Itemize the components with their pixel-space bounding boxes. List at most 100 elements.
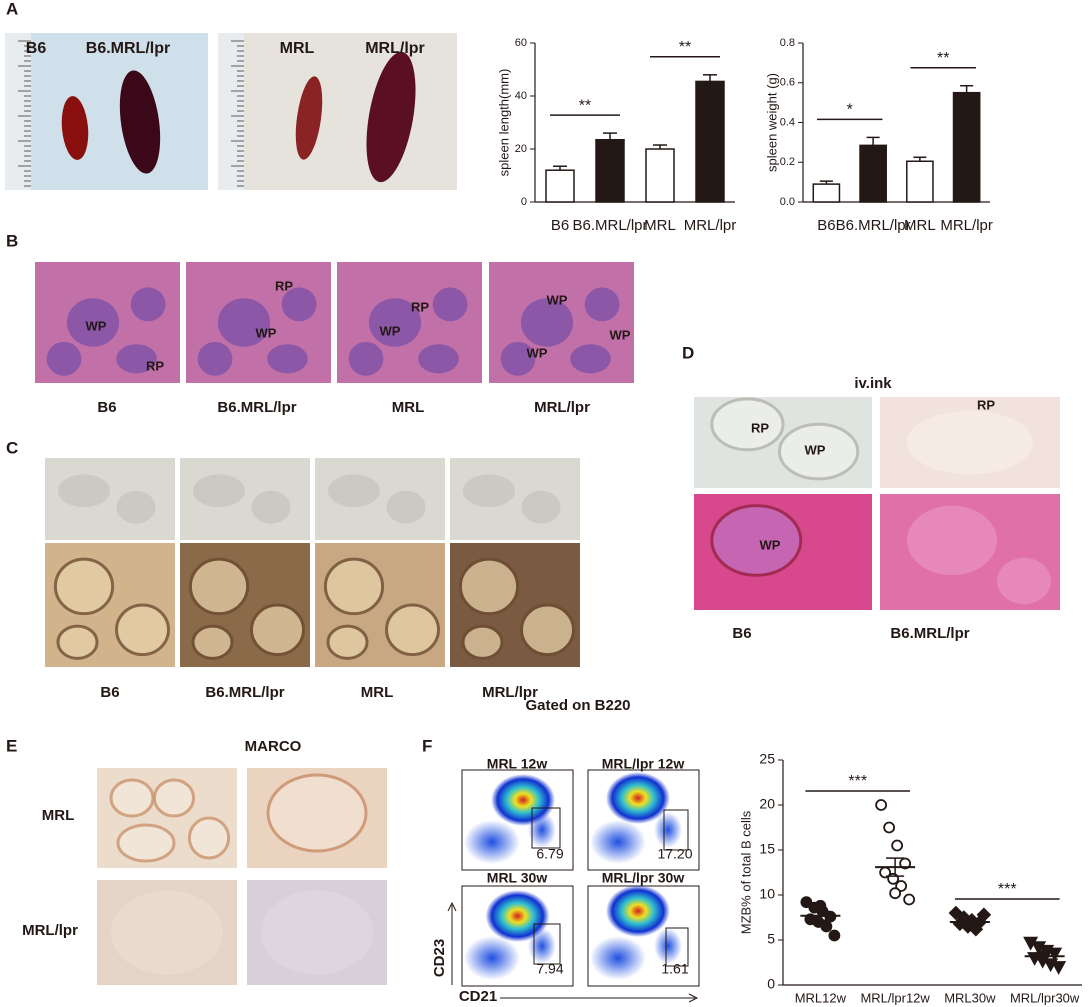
plot-title: MRL 12w [487,756,548,772]
panel-title: iv.ink [854,375,892,392]
panel-label: D [682,343,694,362]
x-tick-label: MRL30w [944,990,996,1005]
caption: B6.MRL/lpr [890,625,969,642]
flow-cluster [464,820,520,864]
caption: MRL [392,399,425,416]
image-label: WP [547,292,568,307]
row-label: MRL [42,807,75,824]
point [976,907,992,923]
panel-label: A [6,0,18,18]
micrograph-texture [997,557,1051,605]
micrograph-texture [116,823,176,863]
gate-value: 17.20 [657,846,692,862]
point [820,920,833,933]
micrograph-texture [461,624,504,660]
photo-label: MRL [280,40,315,57]
y-tick-label: 15 [759,841,775,857]
panel-label: C [6,438,18,457]
micrograph-texture [188,557,250,616]
significance-label: ** [579,97,591,114]
panel-label: B [6,231,18,250]
bar [645,148,675,203]
flow-cluster [528,812,556,848]
gate-value: 1.61 [661,961,688,977]
panel-title: Gated on B220 [525,697,630,714]
micrograph-texture [191,624,234,660]
y-axis-label: spleen weight (g) [764,73,779,172]
y-tick-label: 60 [515,37,527,49]
y-tick-label: 0.8 [780,37,795,49]
decoration [5,33,1060,987]
significance-label: *** [998,881,1017,898]
photo [5,33,208,190]
y-tick-label: 0.2 [780,156,795,168]
y-tick-label: 0.0 [780,196,795,208]
y-axis-label: MZB% of total B cells [738,810,753,934]
x-tick-label: B6 [817,217,835,234]
gate [665,927,689,967]
image-label: WP [86,318,107,333]
bar [595,138,625,203]
bar [812,183,841,203]
bar [859,144,887,203]
image-label: RP [411,299,429,314]
panel-label: E [6,736,17,755]
micrograph-texture [197,341,233,376]
y-tick-label: 0 [767,976,775,992]
micrograph-texture [326,624,369,660]
micrograph-texture [116,490,156,524]
micrograph-texture [463,474,515,508]
caption: B6 [732,625,751,642]
gate [533,923,561,965]
x-tick-label: B6.MRL/lpr [572,217,647,234]
image-label: RP [275,278,293,293]
point [891,839,904,852]
micrograph-texture [250,603,305,657]
micrograph-texture [584,287,620,322]
micrograph-texture [109,778,155,818]
x-tick-label: MRL [644,217,676,234]
bar [695,80,725,203]
plot-title: MRL/lpr 12w [602,756,685,772]
significance-label: ** [937,50,949,67]
y-tick-label: 5 [767,931,775,947]
y-tick-label: 25 [759,751,775,767]
x-tick-label: MRL/lpr30w [1010,990,1080,1005]
image-label: RP [146,358,164,373]
y-tick-label: 0 [521,196,527,208]
y-tick-label: 10 [759,886,775,902]
photo-label: B6.MRL/lpr [86,40,170,57]
micrograph-texture [520,603,575,657]
image-label: WP [610,327,631,342]
y-axis-label: spleen length(mm) [496,69,511,177]
micrograph-texture [217,298,271,347]
image-label: WP [805,442,826,457]
micrograph-texture [710,504,803,577]
micrograph-texture [130,287,166,322]
point [814,899,827,912]
micrograph-texture [368,298,422,347]
micrograph-texture [261,890,373,975]
flow-cluster [605,885,670,937]
micrograph-texture [907,410,1033,475]
bar [906,160,934,203]
point [899,857,912,870]
x-tick-label: MRL/lpr [940,217,993,234]
point [828,929,841,942]
bar [952,91,981,203]
ruler [5,33,31,190]
row-label: MRL/lpr [22,922,78,939]
image-label: WP [760,537,781,552]
micrograph-texture [458,557,520,616]
micrograph-texture [66,298,120,347]
spleen [295,76,323,160]
micrograph-texture [418,344,459,374]
caption: MRL/lpr [534,399,590,416]
significance-label: *** [848,773,867,790]
panel-label: F [422,736,432,755]
micrograph-texture [266,773,368,853]
image-label: WP [380,323,401,338]
micrograph-texture [251,490,291,524]
